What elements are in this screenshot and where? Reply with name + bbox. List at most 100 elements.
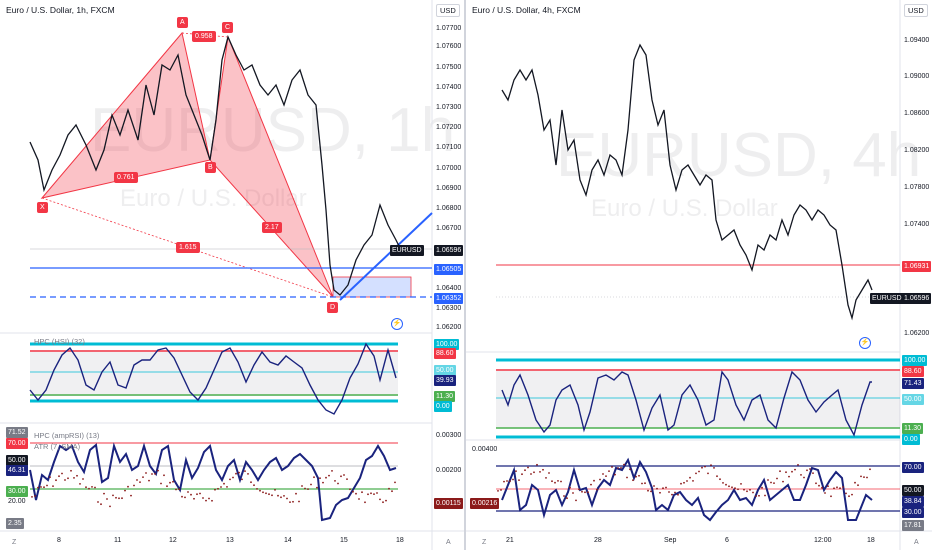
atr-dot <box>791 470 793 473</box>
atr-dot <box>623 463 625 466</box>
right-chart-canvas[interactable] <box>466 0 932 550</box>
atr-dot <box>370 492 372 495</box>
atr-dot <box>253 484 255 487</box>
right-zoom-button[interactable]: Z <box>482 539 487 546</box>
left-chart-canvas[interactable] <box>0 0 464 550</box>
atr-dot <box>560 480 562 483</box>
atr-dot <box>337 482 339 485</box>
atr-dot <box>376 492 378 494</box>
hpc-amprsi-label[interactable]: HPC (ampRSI) (13) <box>34 431 100 440</box>
r-atr-tick-current: 0.00216 <box>470 498 500 509</box>
atr-dot <box>644 482 646 485</box>
atr-dot <box>665 486 667 489</box>
atr-label[interactable]: ATR (7, SMA) <box>34 442 81 451</box>
atr-dot <box>521 473 523 476</box>
atr-dot <box>764 494 766 497</box>
atr-dot <box>361 491 363 494</box>
atr-dot <box>223 482 225 485</box>
atr-dot <box>103 492 105 495</box>
atr-dot <box>632 479 634 482</box>
atr-dot <box>391 490 393 493</box>
atr-dot <box>298 500 300 503</box>
atr-dot <box>497 490 499 492</box>
atr-dot <box>692 480 694 482</box>
atr-dot <box>545 477 547 479</box>
right-currency-tag[interactable]: USD <box>904 4 928 17</box>
atr-dot <box>842 486 844 488</box>
atr-dot <box>653 485 655 487</box>
atr-dot <box>662 487 664 490</box>
pattern-point-a: A <box>177 17 188 28</box>
lightning-icon[interactable]: ⚡ <box>859 337 871 349</box>
right-price-tick: 1.07400 <box>904 221 930 228</box>
atr-dot <box>352 490 354 493</box>
atr-dot <box>590 483 592 486</box>
atr-dot <box>148 479 150 482</box>
atr-dot <box>334 480 336 482</box>
left-price-tick: 1.07500 <box>436 64 462 71</box>
left-currency-tag[interactable]: USD <box>436 4 460 17</box>
left-zoom-button[interactable]: Z <box>12 539 17 546</box>
left-price-tick: 1.07000 <box>436 165 462 172</box>
atr-dot <box>611 466 613 468</box>
atr-dot <box>61 472 63 475</box>
left-price-tick: 1.07700 <box>436 25 462 32</box>
ratio-bd-label: 2.17 <box>262 222 282 233</box>
left-time-tick: 14 <box>284 537 292 544</box>
hsi-tick-0: 0.00 <box>434 401 452 412</box>
atr-dot <box>617 467 619 469</box>
pattern-point-c: C <box>222 22 234 33</box>
lightning-icon[interactable]: ⚡ <box>391 318 403 330</box>
atr-dot <box>836 486 838 489</box>
atr-dot <box>803 476 805 479</box>
hsi-tick-100: 100.00 <box>434 339 460 350</box>
atr-dot <box>145 472 147 474</box>
atr-dot <box>142 476 144 478</box>
hpc-hsi-label[interactable]: HPC (HSI) (32) <box>34 337 85 346</box>
right-autoscale-button[interactable]: A <box>914 539 919 546</box>
right-time-tick: 12:00 <box>814 537 832 544</box>
atr-tick-200: 0.00200 <box>436 467 462 474</box>
right-price-tick: 1.07800 <box>904 184 930 191</box>
left-time-tick: 11 <box>114 537 122 544</box>
atr-dot <box>226 486 228 488</box>
atr-dot <box>746 490 748 493</box>
atr-dot <box>599 478 601 481</box>
atr-dot <box>355 492 357 495</box>
atr-dot <box>863 476 865 478</box>
atr-dot <box>518 479 520 481</box>
atr-dot <box>596 488 598 491</box>
right-chart-pane[interactable]: EURUSD, 4h Euro / U.S. Dollar Eur <box>466 0 932 550</box>
atr-dot <box>94 486 96 489</box>
left-price-tick: 1.06700 <box>436 225 462 232</box>
atr-dot <box>388 487 390 490</box>
atr-dot <box>689 476 691 479</box>
atr-dot <box>797 464 799 466</box>
atr-dot <box>163 474 165 477</box>
atr-dot <box>358 498 360 500</box>
atr-dot <box>85 486 87 489</box>
left-chart-pane[interactable]: EURUSD, 1h Euro / U.S. Dollar <box>0 0 464 550</box>
atr-dot <box>845 492 847 495</box>
atr-dot <box>821 486 823 489</box>
pattern-point-b: B <box>205 162 216 173</box>
atr-dot <box>133 484 135 487</box>
pane-divider[interactable] <box>464 0 466 550</box>
atr-dot <box>316 486 318 489</box>
atr-dot <box>265 492 267 495</box>
atr-dot <box>578 488 580 491</box>
atr-dot <box>866 476 868 479</box>
left-autoscale-button[interactable]: A <box>446 539 451 546</box>
left-price-tick: 1.07400 <box>436 84 462 91</box>
atr-dot <box>127 485 129 488</box>
left-last-price-tag: 1.06596 <box>434 245 464 256</box>
r-amp-tick-1781: 17.81 <box>902 520 924 531</box>
atr-dot <box>166 485 168 488</box>
left-price-tick: 1.07200 <box>436 124 462 131</box>
atr-dot <box>58 475 60 478</box>
atr-dot <box>34 495 36 497</box>
amp-tick-235: 2.35 <box>6 518 24 529</box>
atr-dot <box>385 499 387 502</box>
r-hsi-tick-100: 100.00 <box>902 355 928 366</box>
atr-dot <box>70 469 72 472</box>
